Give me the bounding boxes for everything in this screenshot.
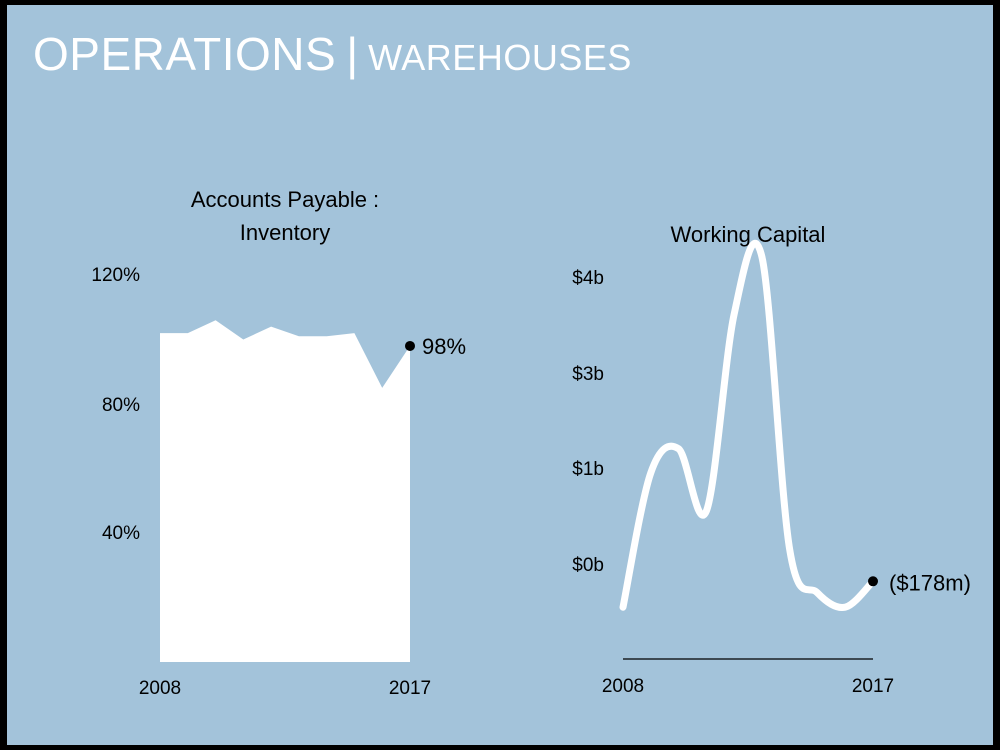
chart1-title-line1: Accounts Payable :	[191, 187, 379, 212]
chart1-area	[160, 320, 410, 662]
title-separator: |	[346, 28, 359, 80]
chart2-series-line	[619, 239, 877, 612]
chart1-end-point	[405, 340, 415, 351]
chart1-y-tick-120: 120%	[91, 265, 140, 286]
chart2-y-tick-0b: $0b	[572, 555, 604, 576]
chart1-x-tick-2008: 2008	[139, 678, 181, 699]
page-title: OPERATIONS | WAREHOUSES	[33, 27, 632, 81]
title-sub: WAREHOUSES	[368, 37, 632, 78]
chart1-x-tick-2017: 2017	[389, 678, 431, 699]
chart2-end-label: ($178m)	[889, 570, 971, 595]
chart2-y-tick-3b: $3b	[572, 364, 604, 385]
chart-working-capital: Working Capital $4b $3b $1b $0b ($178m) …	[572, 222, 971, 697]
chart1-title-line2: Inventory	[240, 220, 331, 245]
chart2-title: Working Capital	[671, 222, 826, 247]
chart2-x-tick-2008: 2008	[602, 676, 644, 697]
chart2-y-tick-4b: $4b	[572, 268, 604, 289]
chart1-y-tick-80: 80%	[102, 395, 140, 416]
chart2-y-tick-1b: $1b	[572, 459, 604, 480]
chart-accounts-payable-inventory: Accounts Payable : Inventory 120% 80% 40…	[91, 187, 466, 699]
chart2-x-tick-2017: 2017	[852, 676, 894, 697]
title-main: OPERATIONS	[33, 28, 337, 80]
chart1-end-label: 98%	[422, 334, 466, 359]
chart1-y-tick-40: 40%	[102, 523, 140, 544]
chart2-end-point	[868, 576, 878, 587]
